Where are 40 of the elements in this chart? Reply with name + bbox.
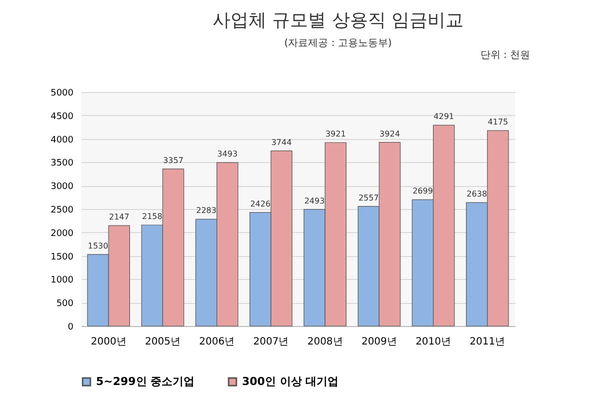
x-tick-label: 2005년 <box>144 336 180 348</box>
data-label: 2493 <box>304 196 325 206</box>
y-tick-label: 2500 <box>50 206 74 216</box>
x-tick-label: 2000년 <box>90 336 126 348</box>
x-tick-label: 2009년 <box>361 336 397 348</box>
data-label: 3493 <box>217 150 238 159</box>
data-label: 2426 <box>250 199 271 208</box>
data-label: 3924 <box>380 129 400 138</box>
data-label: 2147 <box>108 212 130 222</box>
data-label: 2699 <box>412 186 433 196</box>
data-label: 2158 <box>142 212 162 222</box>
chart-title: 사업체 규모별 상용직 임금비교 <box>212 10 464 31</box>
data-label: 3921 <box>325 129 346 138</box>
y-tick-label: 3000 <box>50 182 74 192</box>
x-tick-label: 2008년 <box>307 336 343 348</box>
text: 단위 : 천원 <box>480 49 530 62</box>
data-label: 4291 <box>434 112 454 122</box>
data-label: 2283 <box>196 206 216 216</box>
x-tick-label: 2010년 <box>416 336 452 348</box>
legend-label: 300인 이상 대기업 <box>242 374 339 388</box>
data-label: 3744 <box>271 138 292 147</box>
x-tick-label: 2011년 <box>470 336 506 348</box>
y-tick-label: 5000 <box>50 88 74 98</box>
y-tick-label: 4500 <box>50 112 74 122</box>
chart-subtitle: (자료제공 : 고용노동부) <box>284 38 392 49</box>
y-tick-label: 1000 <box>50 276 74 286</box>
data-label: 3357 <box>163 156 184 165</box>
data-label: 4175 <box>488 118 508 127</box>
y-tick-label: 1500 <box>50 252 74 262</box>
data-label: 1530 <box>88 241 108 250</box>
y-tick-label: 2000 <box>50 228 74 239</box>
data-label: 2638 <box>466 190 488 199</box>
y-tick-label: 3500 <box>50 158 74 169</box>
x-tick-label: 2006년 <box>199 336 235 348</box>
y-tick-label: 4000 <box>50 135 74 146</box>
y-tick-label: 500 <box>56 299 74 310</box>
legend-label: 5~299인 중소기업 <box>96 374 195 388</box>
y-tick-label: 0 <box>68 322 74 332</box>
data-label: 2557 <box>358 193 379 202</box>
x-tick-label: 2007년 <box>253 336 289 348</box>
